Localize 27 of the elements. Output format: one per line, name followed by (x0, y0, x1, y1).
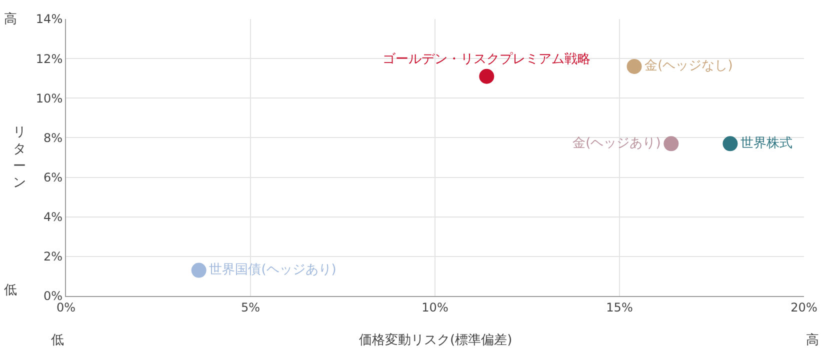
y-axis-title: リターン (13, 125, 26, 191)
x-axis-title: 価格変動リスク(標準偏差) (359, 332, 512, 348)
series-label: 金(ヘッジなし) (644, 58, 733, 74)
y-tick-label: 8% (44, 130, 63, 145)
y-tick-label: 4% (44, 210, 63, 224)
x-tick-label: 10% (422, 300, 448, 314)
series-label: 金(ヘッジあり) (572, 136, 661, 151)
x-tick-label: 5% (240, 300, 260, 314)
text: 低 (51, 333, 64, 348)
point (191, 262, 206, 278)
y-tick-label: 6% (44, 170, 63, 184)
series-label: 世界国債(ヘッジあり) (209, 262, 336, 278)
y-tick-label: 2% (44, 250, 63, 264)
text: 高 (4, 11, 17, 27)
text: 低 (4, 283, 17, 298)
y-tick-label: 12% (36, 52, 63, 66)
point (479, 68, 494, 84)
y-tick-label: 14% (36, 12, 63, 26)
point (722, 136, 738, 152)
text: 高 (806, 332, 819, 348)
series-label: 世界株式 (740, 136, 793, 151)
series-label: ゴールデン・リスクプレミアム戦略 (382, 52, 591, 67)
x-tick-label: 20% (790, 300, 818, 314)
point (626, 58, 642, 74)
point (664, 136, 679, 152)
x-tick-label: 15% (606, 300, 633, 314)
y-tick-label: 10% (36, 91, 63, 106)
